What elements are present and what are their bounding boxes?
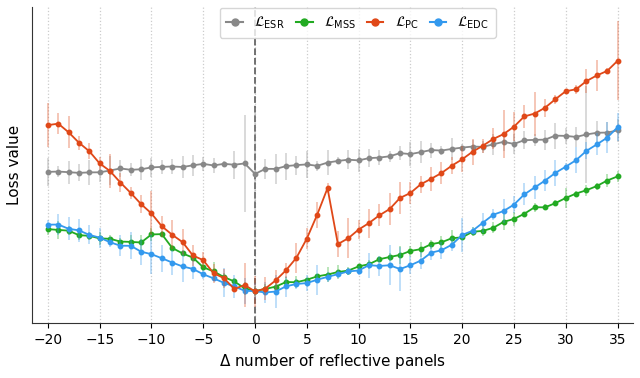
- X-axis label: $\Delta$ number of reflective panels: $\Delta$ number of reflective panels: [219, 352, 446, 371]
- Legend: $\mathcal{L}_{\mathrm{ESR}}$, $\mathcal{L}_{\mathrm{MSS}}$, $\mathcal{L}_{\mathr: $\mathcal{L}_{\mathrm{ESR}}$, $\mathcal{…: [220, 8, 496, 38]
- Y-axis label: Loss value: Loss value: [7, 125, 22, 205]
